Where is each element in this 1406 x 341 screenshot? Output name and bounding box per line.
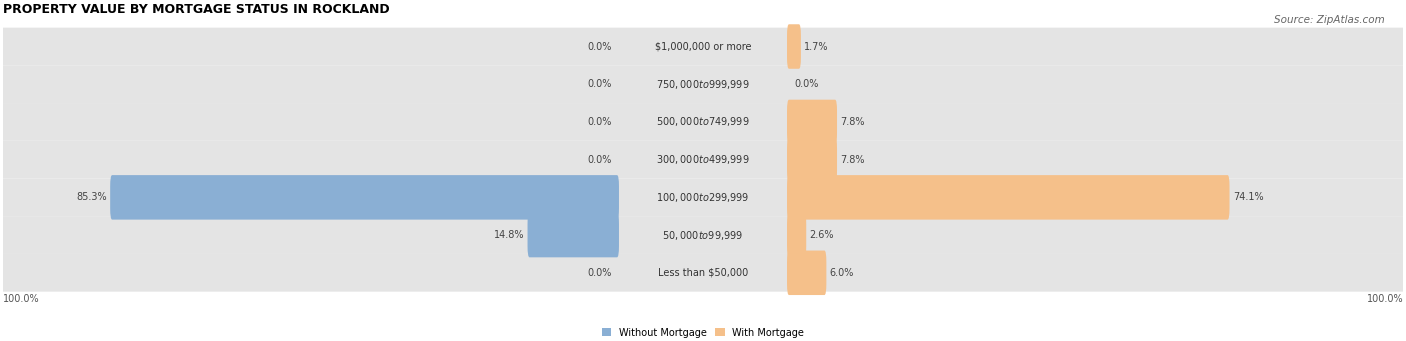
FancyBboxPatch shape xyxy=(3,65,1403,103)
Text: 0.0%: 0.0% xyxy=(588,79,612,89)
Text: 1.7%: 1.7% xyxy=(804,42,828,51)
Text: PROPERTY VALUE BY MORTGAGE STATUS IN ROCKLAND: PROPERTY VALUE BY MORTGAGE STATUS IN ROC… xyxy=(3,3,389,16)
FancyBboxPatch shape xyxy=(3,28,1403,65)
Text: 100.0%: 100.0% xyxy=(3,294,39,304)
FancyBboxPatch shape xyxy=(787,251,827,295)
FancyBboxPatch shape xyxy=(527,213,619,257)
Text: Less than $50,000: Less than $50,000 xyxy=(658,268,748,278)
Text: 6.0%: 6.0% xyxy=(830,268,853,278)
Text: $750,000 to $999,999: $750,000 to $999,999 xyxy=(657,78,749,91)
Text: $300,000 to $499,999: $300,000 to $499,999 xyxy=(657,153,749,166)
FancyBboxPatch shape xyxy=(787,24,801,69)
Text: 85.3%: 85.3% xyxy=(76,192,107,202)
Text: $100,000 to $299,999: $100,000 to $299,999 xyxy=(657,191,749,204)
Text: $50,000 to $99,999: $50,000 to $99,999 xyxy=(662,228,744,241)
FancyBboxPatch shape xyxy=(3,141,1403,178)
FancyBboxPatch shape xyxy=(787,100,837,144)
FancyBboxPatch shape xyxy=(3,216,1403,254)
FancyBboxPatch shape xyxy=(110,175,619,220)
Text: 100.0%: 100.0% xyxy=(1367,294,1403,304)
FancyBboxPatch shape xyxy=(787,137,837,182)
FancyBboxPatch shape xyxy=(787,213,806,257)
Text: Source: ZipAtlas.com: Source: ZipAtlas.com xyxy=(1274,15,1385,25)
Text: 74.1%: 74.1% xyxy=(1233,192,1264,202)
FancyBboxPatch shape xyxy=(3,103,1403,141)
Text: 7.8%: 7.8% xyxy=(841,155,865,165)
Text: 0.0%: 0.0% xyxy=(588,268,612,278)
FancyBboxPatch shape xyxy=(3,254,1403,292)
Text: $1,000,000 or more: $1,000,000 or more xyxy=(655,42,751,51)
Text: 7.8%: 7.8% xyxy=(841,117,865,127)
Text: 2.6%: 2.6% xyxy=(810,230,834,240)
Text: 0.0%: 0.0% xyxy=(588,155,612,165)
FancyBboxPatch shape xyxy=(3,178,1403,216)
FancyBboxPatch shape xyxy=(787,175,1229,220)
Text: 0.0%: 0.0% xyxy=(794,79,818,89)
Text: $500,000 to $749,999: $500,000 to $749,999 xyxy=(657,116,749,129)
Legend: Without Mortgage, With Mortgage: Without Mortgage, With Mortgage xyxy=(598,324,808,341)
Text: 0.0%: 0.0% xyxy=(588,117,612,127)
Text: 14.8%: 14.8% xyxy=(494,230,524,240)
Text: 0.0%: 0.0% xyxy=(588,42,612,51)
